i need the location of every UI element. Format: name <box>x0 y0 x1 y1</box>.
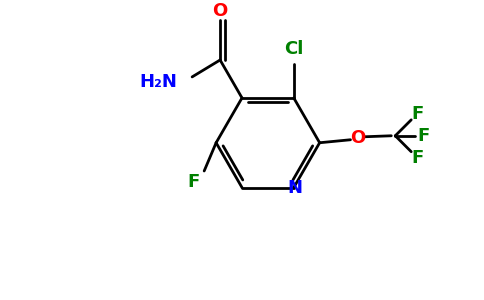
Text: F: F <box>417 127 429 145</box>
Text: F: F <box>411 149 424 167</box>
Text: Cl: Cl <box>284 40 303 58</box>
Text: H₂N: H₂N <box>139 73 177 91</box>
Text: F: F <box>411 105 424 123</box>
Text: O: O <box>212 2 228 20</box>
Text: N: N <box>287 178 302 196</box>
Text: O: O <box>350 129 365 147</box>
Text: F: F <box>187 173 199 191</box>
